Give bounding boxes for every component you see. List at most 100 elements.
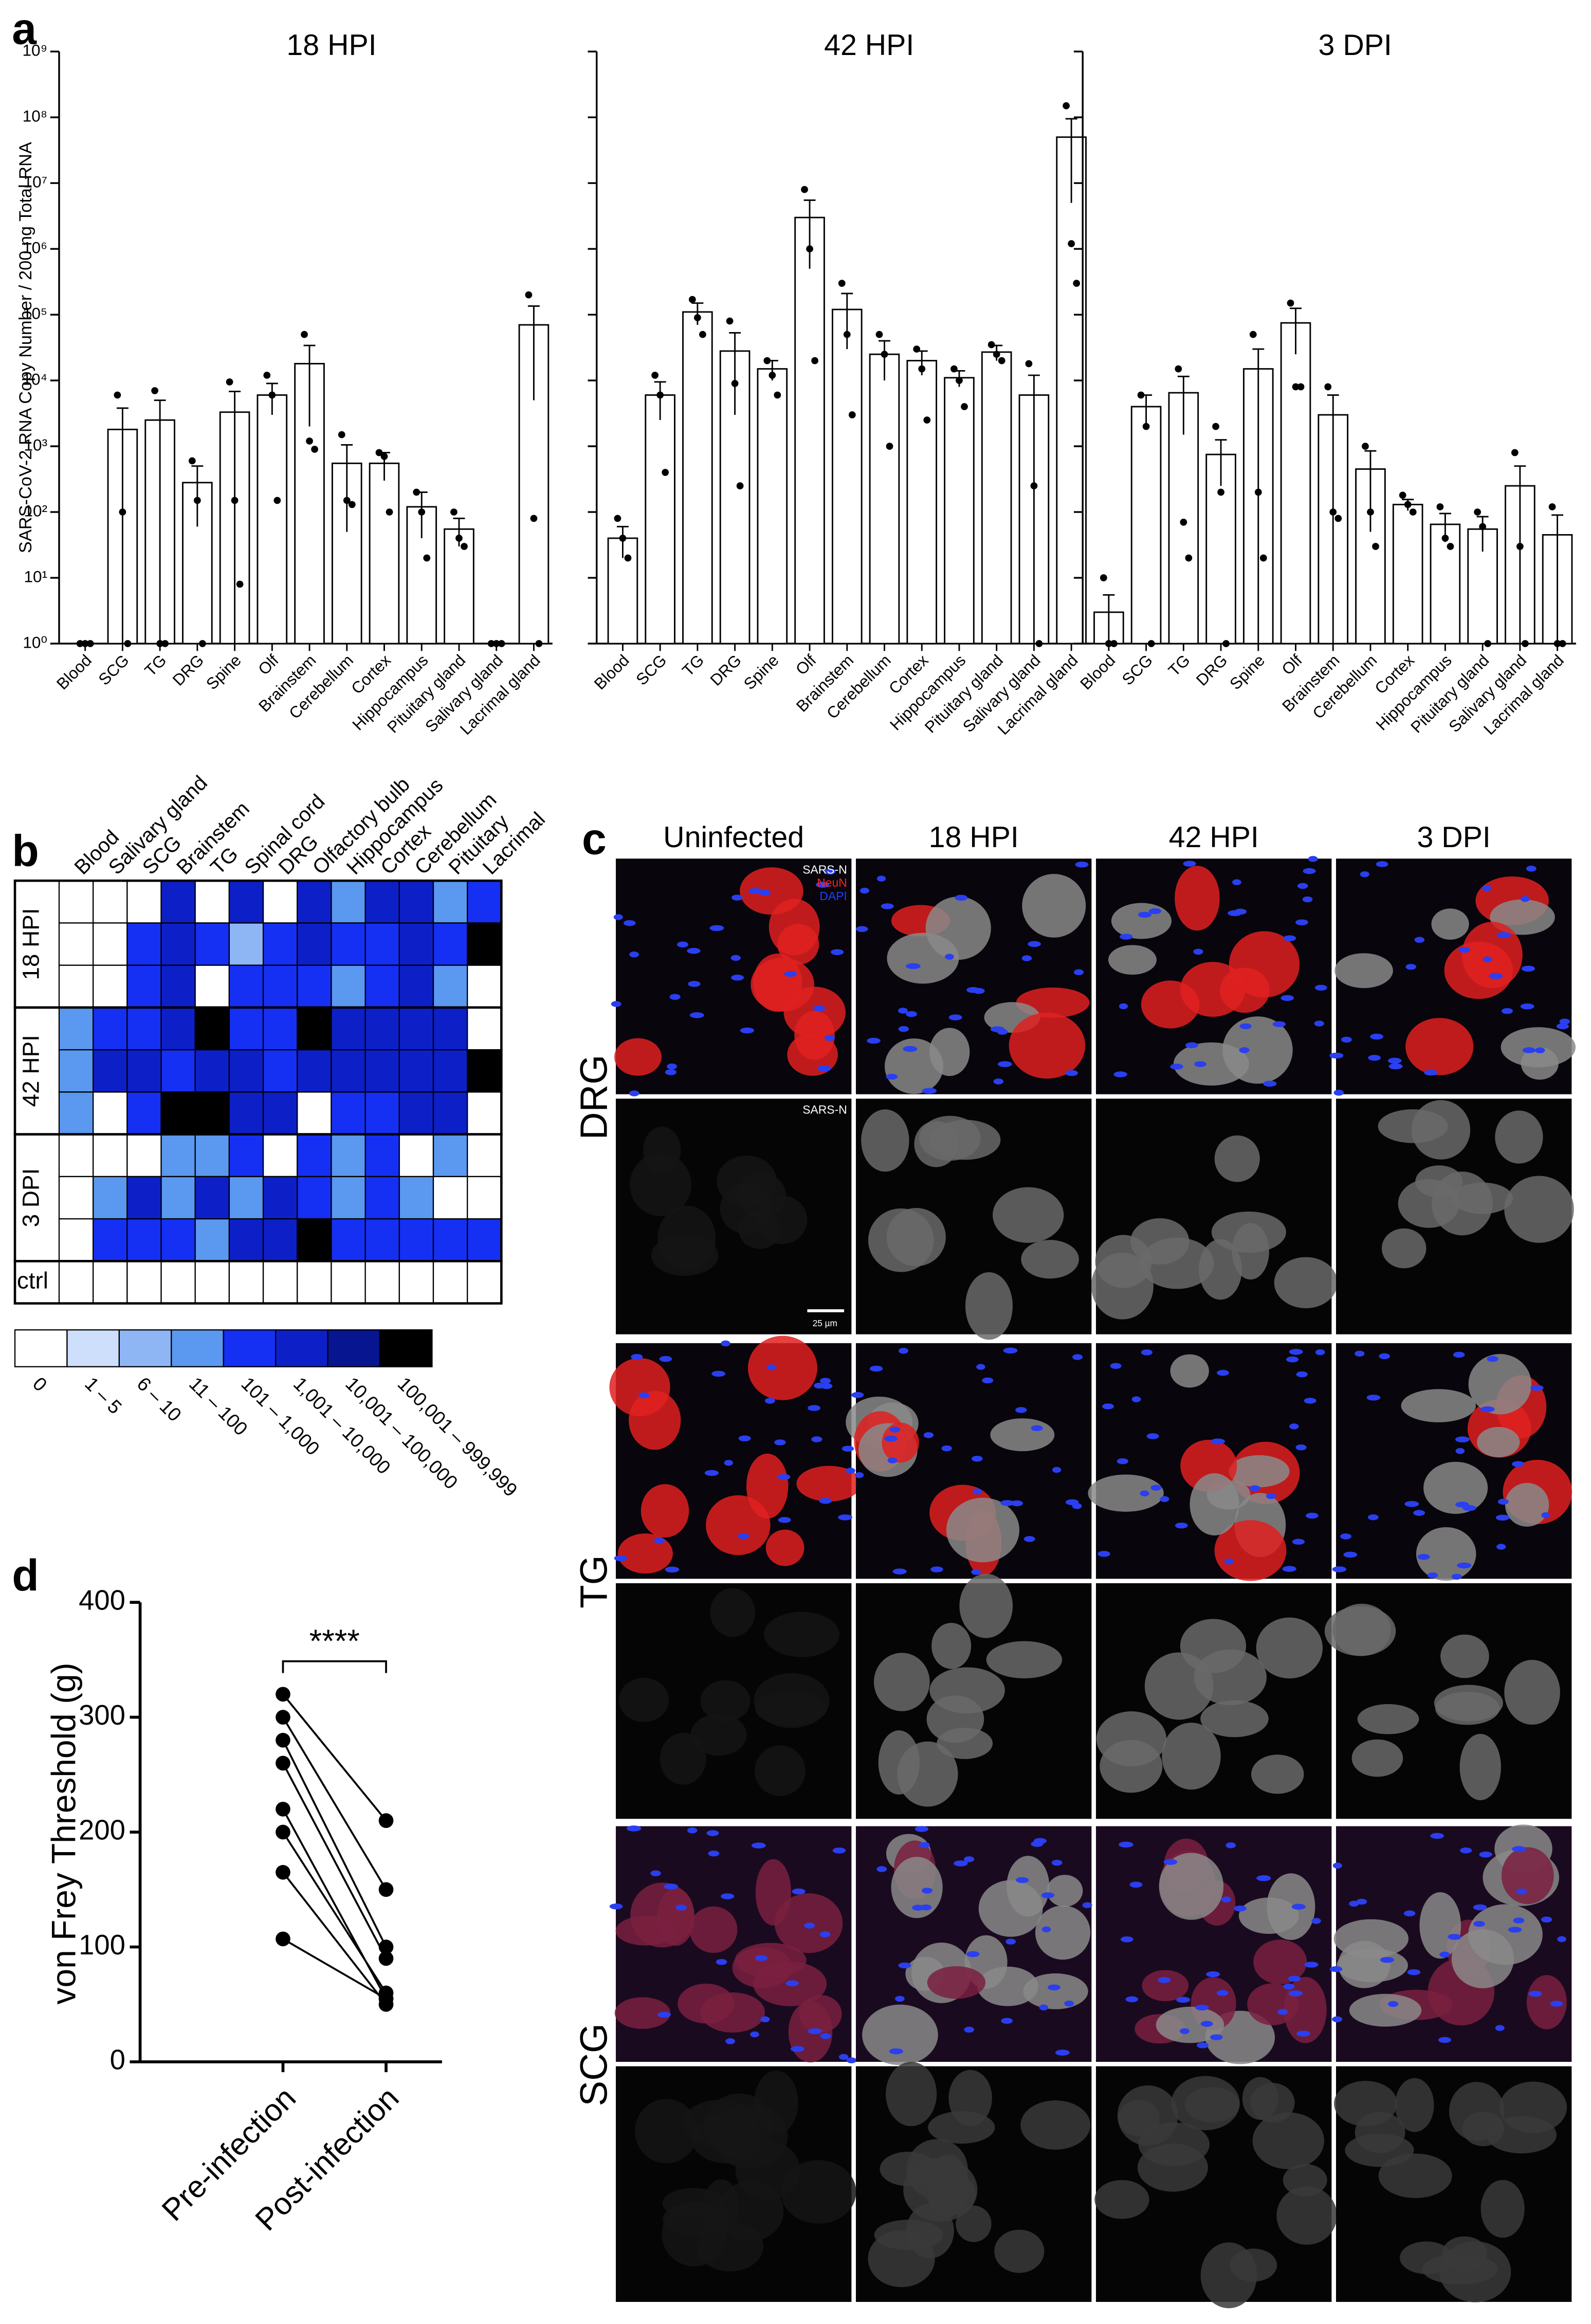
cell: [1088, 1474, 1164, 1512]
data-point: [1436, 503, 1444, 510]
nucleus: [1366, 1395, 1381, 1401]
nucleus: [842, 1445, 854, 1452]
data-point: [881, 351, 888, 358]
nucleus: [629, 1090, 639, 1096]
data-point: [875, 331, 883, 338]
nucleus: [1146, 1433, 1159, 1439]
nucleus: [966, 1951, 980, 1957]
data-point: [461, 543, 468, 550]
heat-cell: [126, 922, 162, 966]
nucleus: [1194, 1061, 1206, 1067]
chart-title: 42 HPI: [824, 29, 914, 62]
nucleus: [1511, 1846, 1526, 1852]
y-axis-label: SARS-CoV-2 RNA Copy Number / 200 ng Tota…: [16, 142, 35, 553]
micrograph: [1332, 1343, 1572, 1581]
heat-cell: [331, 922, 366, 966]
data-point: [769, 372, 776, 379]
cell: [1423, 1461, 1488, 1514]
nucleus: [1266, 1493, 1277, 1499]
data-point: [1222, 640, 1230, 647]
cell: [660, 1733, 706, 1785]
nucleus: [1453, 1351, 1465, 1358]
cell: [1117, 2085, 1178, 2146]
nucleus: [1304, 1398, 1316, 1404]
cell: [783, 986, 846, 1038]
nucleus: [1480, 1406, 1495, 1413]
nucleus: [1387, 1057, 1402, 1064]
cell: [629, 1390, 681, 1450]
cell: [710, 1588, 755, 1637]
cell: [1401, 1389, 1476, 1422]
heat-cell: [262, 880, 298, 924]
data-point: [114, 391, 121, 399]
cell: [1451, 1182, 1513, 1214]
data-point: [378, 1939, 394, 1954]
bar: [682, 311, 713, 645]
nucleus: [665, 1566, 680, 1573]
nucleus: [1239, 1047, 1250, 1053]
nucleus: [867, 1037, 881, 1044]
nucleus: [1039, 2004, 1049, 2010]
data-point: [1409, 508, 1417, 516]
nucleus: [687, 948, 701, 954]
cell: [1351, 1739, 1403, 1777]
row-label: DRG: [572, 1055, 615, 1140]
heat-cell: [432, 1007, 468, 1051]
nucleus: [1530, 1385, 1544, 1391]
bar: [645, 394, 675, 645]
nucleus: [740, 1027, 755, 1034]
nucleus: [1224, 1558, 1234, 1565]
micrograph: [615, 1099, 852, 1334]
nucleus: [1283, 935, 1296, 941]
micrograph: [1334, 2066, 1572, 2302]
heat-cell: [262, 1133, 298, 1178]
nucleus: [1376, 861, 1388, 867]
nucleus: [923, 1432, 934, 1438]
heat-cell: [262, 1176, 298, 1220]
data-point: [1030, 482, 1038, 490]
nucleus: [1288, 1975, 1301, 1982]
data-point: [378, 1951, 394, 1966]
nucleus: [1489, 973, 1503, 979]
data-point: [1329, 508, 1337, 516]
heat-cell: [160, 1049, 196, 1093]
heat-cell: [58, 1260, 94, 1304]
cell: [662, 2202, 727, 2266]
micrograph: [1088, 1343, 1332, 1581]
cell: [1173, 1042, 1249, 1086]
data-point: [124, 640, 132, 647]
cell: [914, 1121, 958, 1167]
data-point: [662, 469, 669, 476]
micrograph: [615, 2066, 856, 2302]
nucleus: [1175, 1522, 1188, 1529]
cell: [956, 2205, 992, 2242]
nucleus: [1367, 1514, 1379, 1521]
heat-cell: [297, 1091, 332, 1135]
nucleus: [1513, 1917, 1525, 1924]
nucleus: [1176, 1997, 1191, 2003]
heat-cell: [228, 1176, 264, 1220]
data-point: [1292, 383, 1300, 391]
data-point: [950, 365, 958, 373]
cell: [887, 932, 959, 984]
data-point: [1511, 449, 1519, 456]
cell: [1526, 1975, 1567, 2029]
nucleus: [1407, 1969, 1421, 1975]
cell: [1378, 1109, 1448, 1143]
heat-cell: [364, 1218, 400, 1262]
heat-cell: [432, 1176, 468, 1220]
heat-cell: [194, 964, 230, 1009]
heat-cell: [194, 1260, 230, 1304]
nucleus: [721, 1893, 735, 1899]
nucleus: [998, 1061, 1012, 1067]
heat-cell: [398, 1091, 434, 1135]
nucleus: [1388, 2001, 1399, 2007]
column-header: 18 HPI: [929, 821, 1019, 854]
data-point: [348, 501, 356, 508]
data-point: [161, 640, 169, 647]
data-point: [987, 341, 995, 349]
data-point: [1287, 299, 1294, 307]
data-point: [923, 416, 931, 424]
nucleus: [955, 894, 968, 901]
data-point: [886, 443, 893, 450]
